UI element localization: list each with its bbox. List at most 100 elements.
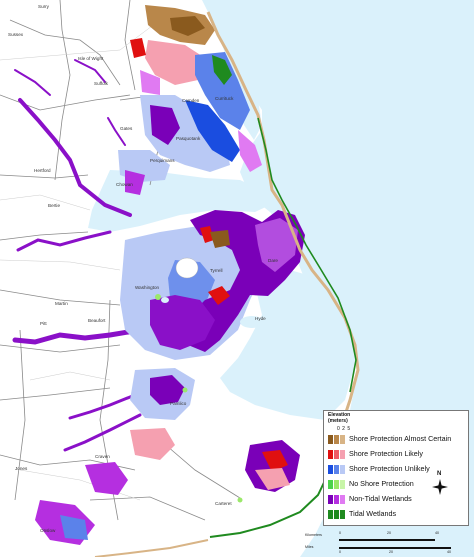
east-wetlands-light	[255, 218, 298, 272]
legend-label: Tidal Wetlands	[349, 509, 397, 518]
no-protection-patch	[182, 387, 188, 393]
legend-elevation-ticks: 0 2 5	[337, 426, 351, 432]
county-label: Currituck	[215, 96, 234, 101]
currituck-banks	[238, 130, 262, 172]
legend-swatch	[328, 435, 333, 444]
county-label: Chowan	[116, 182, 133, 187]
county-label: Bertie	[48, 203, 60, 208]
legend-label: No Shore Protection	[349, 479, 414, 488]
norfolk-certain-dark	[170, 16, 205, 36]
carteret-likely-light	[255, 468, 290, 490]
legend-swatch	[328, 495, 333, 504]
no-protection-patch	[155, 294, 161, 300]
legend-swatch	[340, 435, 345, 444]
core-banks	[209, 469, 331, 538]
legend-swatch	[340, 480, 345, 489]
county-label: Suffolk	[94, 81, 109, 86]
county-label: Pasquotank	[176, 136, 201, 141]
legend-swatch	[328, 465, 333, 474]
legend-title-line2: (meters)	[328, 417, 348, 424]
outer-banks-green	[257, 117, 357, 393]
river-wetlands	[12, 59, 143, 452]
legend-title-line1: Elevation	[328, 412, 351, 418]
legend-swatch	[334, 495, 339, 504]
county-label: Pitt	[40, 321, 47, 326]
peninsula-certain	[210, 230, 230, 248]
county-label: Pamlico	[170, 401, 187, 406]
scale-mi-tick: 40	[447, 550, 451, 554]
legend-swatch	[328, 510, 333, 519]
county-label: Beaufort	[88, 318, 106, 323]
scale-km-tick: 0	[339, 531, 341, 535]
scale-mi-label: Miles	[305, 545, 314, 549]
county-labels: Surry Sussex Isle of Wight Suffolk Hertf…	[8, 4, 278, 533]
scale-mi-bar-segment	[339, 547, 389, 549]
pamlico-likely	[130, 428, 175, 460]
legend-item-likely: Shore Protection Likely	[328, 449, 468, 460]
legend-label: Shore Protection Likely	[349, 449, 423, 458]
scale-mi-tick: 0	[339, 550, 341, 554]
scale-km-bar-segment	[339, 539, 387, 541]
va-likely-dark	[130, 38, 146, 58]
county-label: Hertford	[34, 168, 51, 173]
scale-km-label: Kilometers	[305, 533, 322, 537]
county-label: Dare	[268, 258, 278, 263]
legend-swatch	[334, 450, 339, 459]
legend-title: Elevation (meters)	[328, 412, 351, 424]
pasquotank-unlikely	[185, 100, 240, 162]
legend-item-no-protection: No Shore Protection	[328, 479, 468, 490]
scale-km-tick: 20	[387, 531, 391, 535]
legend-item-tidal-wetlands: Tidal Wetlands	[328, 509, 468, 520]
peninsula-likely	[200, 226, 214, 243]
scale-mi-tick: 20	[389, 550, 393, 554]
scale-km-bar-segment	[387, 539, 435, 541]
no-protection-patch	[237, 497, 243, 503]
county-label: Camden	[182, 98, 200, 103]
county-label: Tyrrell	[210, 268, 223, 273]
county-label: Surry	[38, 4, 50, 9]
county-label: Martin	[55, 301, 68, 306]
legend: Elevation (meters) 0 2 5 Shore Protectio…	[323, 410, 469, 526]
currituck-tidal	[212, 55, 232, 85]
carteret-likely	[262, 450, 288, 472]
county-label: Craven	[95, 454, 110, 459]
legend-swatch	[340, 510, 345, 519]
county-label: Carteret	[215, 501, 232, 506]
legend-swatch	[334, 510, 339, 519]
legend-swatch	[328, 480, 333, 489]
va-unlikely	[195, 52, 250, 130]
peninsula-likely-2	[208, 286, 230, 305]
county-label: Gates	[120, 126, 133, 131]
craven-wetlands	[85, 462, 128, 495]
bogue-banks	[94, 539, 209, 557]
north-arrow-icon: N	[427, 471, 453, 501]
pamlico-wetlands	[150, 375, 185, 405]
legend-label: Shore Protection Unlikely	[349, 464, 430, 473]
legend-swatch	[340, 495, 345, 504]
scale-mi-bar-segment	[389, 547, 451, 549]
legend-label: Shore Protection Almost Certain	[349, 434, 452, 443]
lake-mattamuskeet	[240, 316, 264, 328]
county-label: Washington	[135, 285, 160, 290]
legend-label: Non-Tidal Wetlands	[349, 494, 412, 503]
onslow-unlikely	[60, 515, 88, 540]
pamlico-sound	[220, 270, 355, 420]
county-label: Hyde	[255, 316, 266, 321]
legend-swatch	[340, 465, 345, 474]
hyde-wetlands	[150, 295, 215, 350]
county-label: Perquimans	[150, 158, 175, 163]
va-nontidal	[140, 70, 160, 95]
roads	[0, 19, 161, 501]
legend-swatch	[334, 465, 339, 474]
county-label: Sussex	[8, 32, 24, 37]
legend-item-almost-certain: Shore Protection Almost Certain	[328, 434, 468, 445]
legend-item-unlikely: Shore Protection Unlikely	[328, 464, 468, 475]
chowan-wetland	[125, 170, 145, 195]
legend-item-nontidal-wetlands: Non-Tidal Wetlands	[328, 494, 468, 505]
outer-banks	[206, 11, 360, 471]
scale-bar: Kilometers 0 20 40 Miles 0 20 40	[305, 531, 471, 555]
county-label: Jones	[15, 466, 28, 471]
legend-swatch	[340, 450, 345, 459]
va-likely	[145, 40, 205, 85]
north-label: N	[437, 471, 442, 477]
